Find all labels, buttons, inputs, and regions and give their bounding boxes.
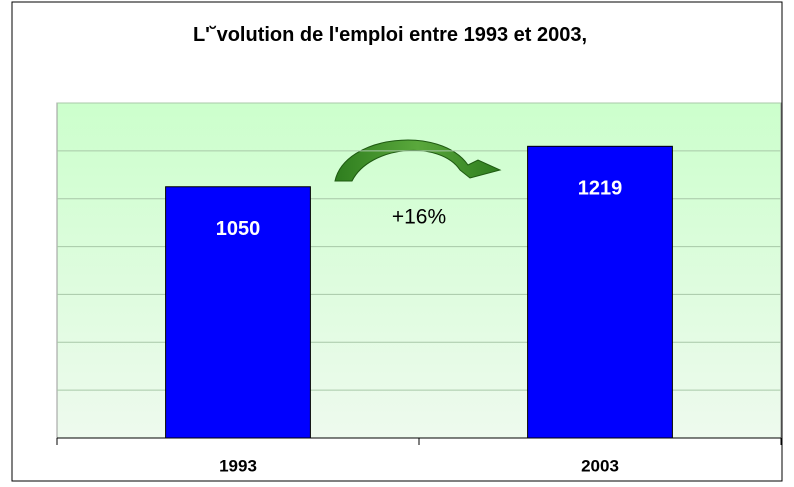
bar <box>165 186 311 439</box>
x-tick-label: 1993 <box>219 456 257 475</box>
value-label: 1050 <box>216 218 261 240</box>
chart-title: L'˘volution de l'emploi entre 1993 et 20… <box>192 24 588 46</box>
arrow <box>334 139 502 182</box>
annotation: +16% <box>392 206 446 229</box>
value-label: 1219 <box>578 178 623 200</box>
bar <box>527 145 673 439</box>
x-tick-label: 2003 <box>581 456 619 475</box>
